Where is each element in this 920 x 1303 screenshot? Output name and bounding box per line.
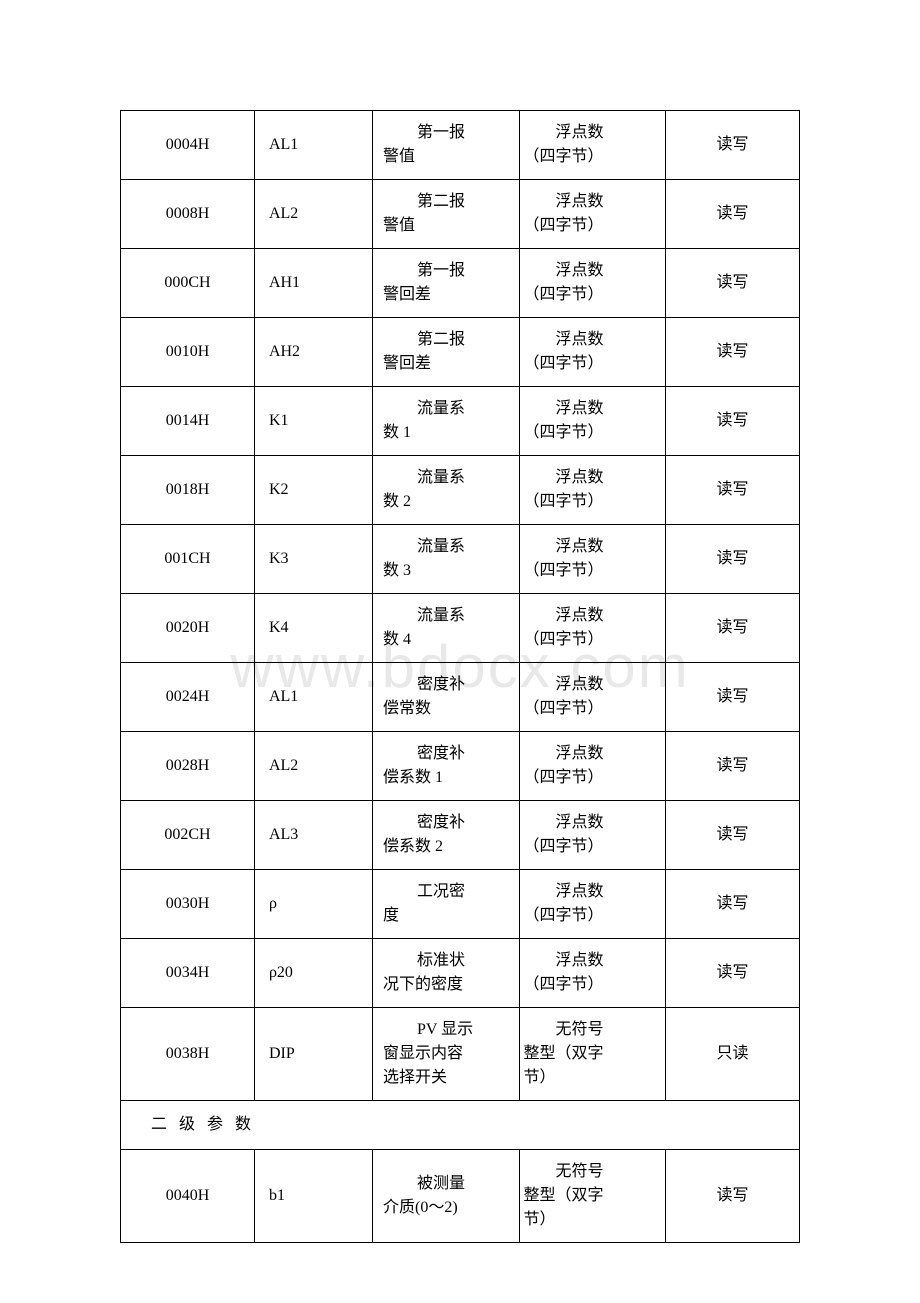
cell-address: 0040H <box>121 1150 255 1243</box>
cell-address: 0024H <box>121 663 255 732</box>
table-row: 000CHAH1第一报警回差浮点数（四字节）读写 <box>121 249 800 318</box>
cell-readwrite: 读写 <box>666 801 800 870</box>
cell-readwrite: 读写 <box>666 939 800 1008</box>
register-table: 0004HAL1第一报警值浮点数（四字节）读写0008HAL2第二报警值浮点数（… <box>120 110 800 1243</box>
cell-readwrite: 读写 <box>666 663 800 732</box>
cell-description: 第二报警回差 <box>373 318 520 387</box>
table-row: 0014HK1流量系数 1浮点数（四字节）读写 <box>121 387 800 456</box>
cell-type: 浮点数（四字节） <box>519 663 666 732</box>
cell-symbol: AL1 <box>254 663 372 732</box>
cell-symbol: AH1 <box>254 249 372 318</box>
cell-type: 浮点数（四字节） <box>519 594 666 663</box>
cell-address: 0038H <box>121 1008 255 1101</box>
table-row: 0008HAL2第二报警值浮点数（四字节）读写 <box>121 180 800 249</box>
cell-readwrite: 读写 <box>666 525 800 594</box>
cell-readwrite: 读写 <box>666 1150 800 1243</box>
cell-symbol: AL2 <box>254 732 372 801</box>
cell-readwrite: 只读 <box>666 1008 800 1101</box>
table-row: 001CHK3流量系数 3浮点数（四字节）读写 <box>121 525 800 594</box>
cell-type: 无符号整型（双字节） <box>519 1008 666 1101</box>
cell-type: 浮点数（四字节） <box>519 456 666 525</box>
cell-type: 浮点数（四字节） <box>519 801 666 870</box>
cell-readwrite: 读写 <box>666 870 800 939</box>
cell-description: 第一报警值 <box>373 111 520 180</box>
cell-description: 密度补偿系数 2 <box>373 801 520 870</box>
cell-description: 工况密度 <box>373 870 520 939</box>
cell-description: 密度补偿常数 <box>373 663 520 732</box>
cell-symbol: AL2 <box>254 180 372 249</box>
cell-type: 浮点数（四字节） <box>519 318 666 387</box>
cell-readwrite: 读写 <box>666 387 800 456</box>
cell-type: 浮点数（四字节） <box>519 111 666 180</box>
cell-type: 浮点数（四字节） <box>519 525 666 594</box>
cell-readwrite: 读写 <box>666 180 800 249</box>
table-row: 002CHAL3密度补偿系数 2浮点数（四字节）读写 <box>121 801 800 870</box>
cell-address: 0034H <box>121 939 255 1008</box>
cell-symbol: K4 <box>254 594 372 663</box>
cell-address: 0018H <box>121 456 255 525</box>
cell-readwrite: 读写 <box>666 456 800 525</box>
cell-type: 浮点数（四字节） <box>519 180 666 249</box>
cell-type: 浮点数（四字节） <box>519 249 666 318</box>
cell-description: 流量系数 3 <box>373 525 520 594</box>
cell-description: 第二报警值 <box>373 180 520 249</box>
cell-symbol: K2 <box>254 456 372 525</box>
cell-address: 001CH <box>121 525 255 594</box>
cell-readwrite: 读写 <box>666 732 800 801</box>
table-row: 0010HAH2第二报警回差浮点数（四字节）读写 <box>121 318 800 387</box>
page-container: 0004HAL1第一报警值浮点数（四字节）读写0008HAL2第二报警值浮点数（… <box>0 0 920 1303</box>
cell-description: 标准状况下的密度 <box>373 939 520 1008</box>
cell-readwrite: 读写 <box>666 594 800 663</box>
cell-symbol: DIP <box>254 1008 372 1101</box>
table-row: 0038HDIPPV 显示窗显示内容选择开关无符号整型（双字节）只读 <box>121 1008 800 1101</box>
table-row: 0040Hb1被测量介质(0～2)无符号整型（双字节）读写 <box>121 1150 800 1243</box>
cell-description: 密度补偿系数 1 <box>373 732 520 801</box>
table-row: 0024HAL1密度补偿常数浮点数（四字节）读写 <box>121 663 800 732</box>
cell-address: 0008H <box>121 180 255 249</box>
cell-description: 流量系数 1 <box>373 387 520 456</box>
cell-symbol: K1 <box>254 387 372 456</box>
cell-description: 流量系数 2 <box>373 456 520 525</box>
cell-address: 0014H <box>121 387 255 456</box>
cell-address: 0020H <box>121 594 255 663</box>
section-header-row: 二 级 参 数 <box>121 1101 800 1150</box>
table-row: 0030Hρ工况密度浮点数（四字节）读写 <box>121 870 800 939</box>
cell-description: PV 显示窗显示内容选择开关 <box>373 1008 520 1101</box>
cell-symbol: AL3 <box>254 801 372 870</box>
cell-type: 无符号整型（双字节） <box>519 1150 666 1243</box>
cell-symbol: AH2 <box>254 318 372 387</box>
cell-address: 0004H <box>121 111 255 180</box>
table-row: 0028HAL2密度补偿系数 1浮点数（四字节）读写 <box>121 732 800 801</box>
cell-address: 0010H <box>121 318 255 387</box>
cell-symbol: K3 <box>254 525 372 594</box>
cell-type: 浮点数（四字节） <box>519 732 666 801</box>
table-row: 0018HK2流量系数 2浮点数（四字节）读写 <box>121 456 800 525</box>
cell-symbol: b1 <box>254 1150 372 1243</box>
table-row: 0034Hρ20标准状况下的密度浮点数（四字节）读写 <box>121 939 800 1008</box>
cell-address: 0030H <box>121 870 255 939</box>
table-row: 0004HAL1第一报警值浮点数（四字节）读写 <box>121 111 800 180</box>
cell-symbol: AL1 <box>254 111 372 180</box>
cell-readwrite: 读写 <box>666 111 800 180</box>
table-row: 0020HK4流量系数 4浮点数（四字节）读写 <box>121 594 800 663</box>
cell-type: 浮点数（四字节） <box>519 939 666 1008</box>
cell-type: 浮点数（四字节） <box>519 870 666 939</box>
cell-description: 被测量介质(0～2) <box>373 1150 520 1243</box>
cell-description: 流量系数 4 <box>373 594 520 663</box>
section-header-cell: 二 级 参 数 <box>121 1101 800 1150</box>
cell-readwrite: 读写 <box>666 318 800 387</box>
cell-type: 浮点数（四字节） <box>519 387 666 456</box>
cell-address: 002CH <box>121 801 255 870</box>
cell-address: 000CH <box>121 249 255 318</box>
cell-readwrite: 读写 <box>666 249 800 318</box>
cell-address: 0028H <box>121 732 255 801</box>
cell-description: 第一报警回差 <box>373 249 520 318</box>
cell-symbol: ρ20 <box>254 939 372 1008</box>
cell-symbol: ρ <box>254 870 372 939</box>
